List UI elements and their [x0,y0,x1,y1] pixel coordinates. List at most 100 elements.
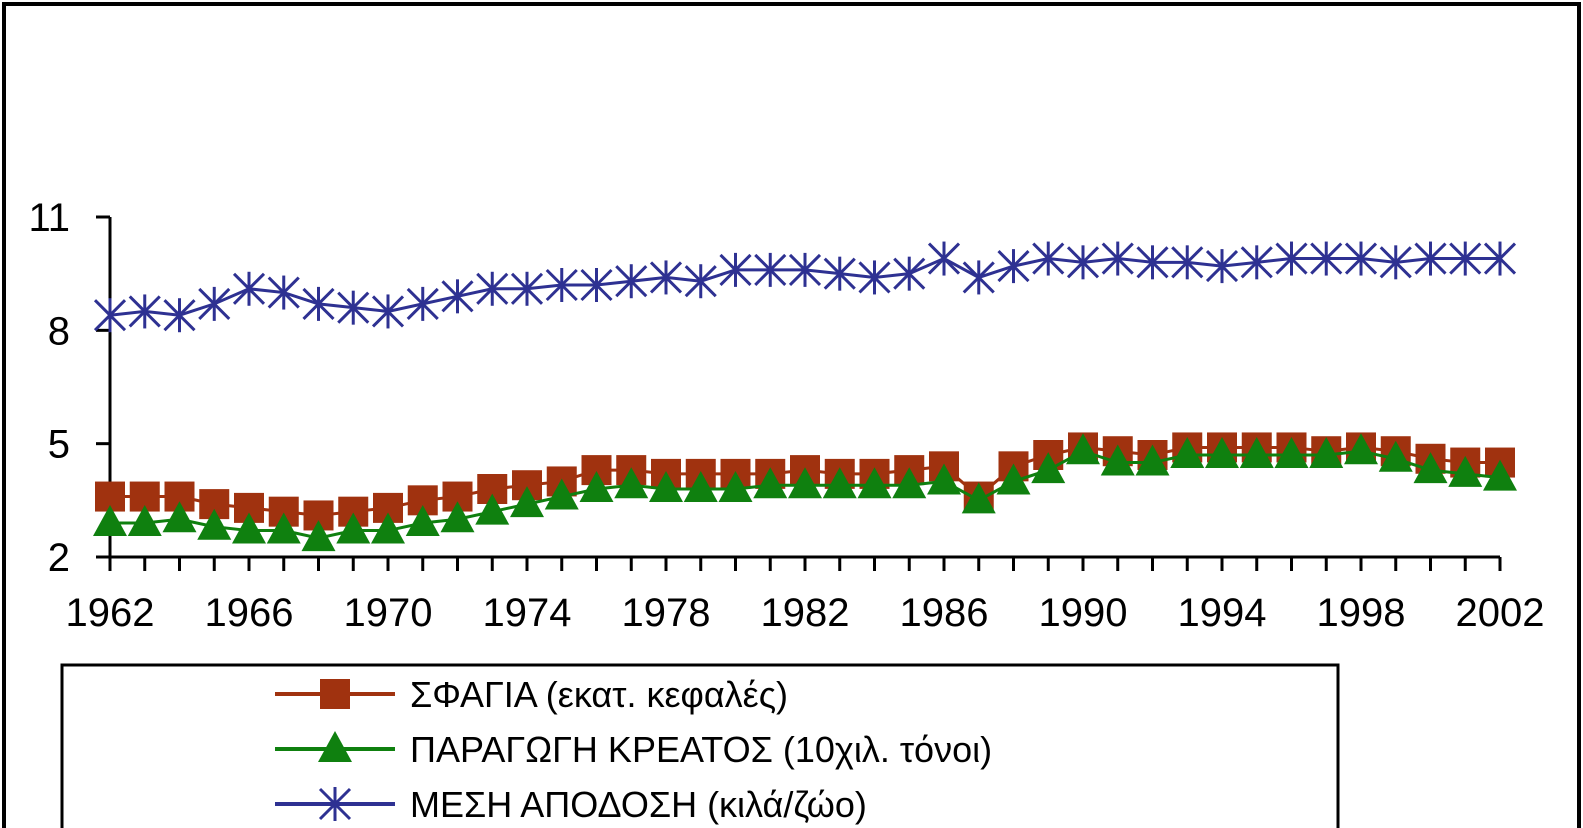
data-point [266,512,301,544]
legend-label: ΠΑΡΑΓΩΓΗ ΚΡΕΑΤΟΣ (10χιλ. τόνοι) [410,729,992,770]
data-point [1240,245,1273,280]
x-tick-label: 1962 [66,591,155,635]
data-point [857,467,892,499]
y-tick-label: 5 [48,423,70,467]
data-point [754,252,787,287]
data-point [684,264,717,299]
data-point [996,463,1031,495]
data-point [232,271,266,306]
data-point [476,271,509,306]
data-point [1066,245,1100,280]
data-point [163,298,196,333]
data-point [719,252,752,287]
data-point [927,463,961,495]
data-point [93,505,127,536]
data-point [510,486,544,518]
data-point [1205,437,1239,468]
data-point [1170,437,1205,468]
data-point [1171,245,1204,280]
data-point [93,298,127,333]
legend-item: ΠΑΡΑΓΩΓΗ ΚΡΕΑΤΟΣ (10χιλ. τόνοι) [275,729,992,770]
data-point [580,268,613,302]
data-point [961,482,996,514]
data-point [441,279,474,314]
legend-label: ΜΕΣΗ ΑΠΟΔΟΣΗ (κιλά/ζώο) [410,784,867,825]
data-point [649,471,683,502]
data-point [405,505,440,536]
x-tick-label: 1986 [900,591,989,635]
x-tick-label: 1970 [344,591,433,635]
data-point [1379,245,1412,280]
data-point [337,290,370,325]
data-point [545,268,578,302]
data-point [406,286,439,321]
data-point [301,520,336,552]
legend-item: ΣΦΑΓΙΑ (εκατ. κεφαλές) [275,674,788,715]
data-point [615,264,648,299]
data-point [1205,249,1239,284]
data-point [997,249,1030,284]
data-point [1274,437,1309,468]
data-point [753,467,788,499]
data-point [1136,245,1169,280]
series-asterisk [93,241,1517,333]
data-point [579,471,614,502]
data-point [440,501,475,533]
data-point [858,260,891,295]
data-point [1101,241,1134,276]
data-point [1483,459,1517,491]
data-point [1066,433,1100,465]
legend-marker [318,731,352,762]
data-point [1031,452,1066,484]
data-point [683,471,718,502]
data-point [822,467,857,499]
data-point [893,256,926,291]
data-point [1413,452,1448,484]
data-point [198,286,231,321]
data-point [232,512,266,544]
data-point [718,471,753,502]
data-point [1483,241,1517,276]
data-point [788,252,822,287]
data-point [1135,444,1170,476]
x-tick-label: 1966 [205,591,294,635]
data-point [127,505,162,536]
data-point [336,512,371,544]
series-layer [93,241,1517,552]
data-point [1100,444,1135,476]
x-tick-label: 1994 [1178,591,1267,635]
data-point [1032,241,1065,276]
legend-marker [318,787,352,821]
legend: ΣΦΑΓΙΑ (εκατ. κεφαλές) ΠΑΡΑΓΩΓΗ ΚΡΕΑΤΟΣ (… [60,663,1340,828]
data-point [1344,241,1378,276]
data-point [823,256,856,291]
axes: 1962 1966 1970 1974 1978 1982 1986 1990 1994 1998… [28,196,1544,635]
y-tick-label: 11 [28,196,70,240]
data-point [1414,241,1447,276]
data-point [1309,437,1344,468]
legend-item: ΜΕΣΗ ΑΠΟΔΟΣΗ (κιλά/ζώο) [275,784,867,825]
data-point [1275,241,1308,276]
x-tick-label: 1978 [622,591,711,635]
data-point [788,467,822,499]
data-point [1310,241,1343,276]
data-point [962,260,995,295]
data-point [649,260,683,295]
legend-box [60,663,1340,828]
data-point [614,467,649,499]
y-tick-label: 2 [48,536,70,580]
data-point [1344,433,1378,465]
data-point [475,493,510,525]
data-point [1378,440,1413,472]
y-tick-label: 8 [48,309,70,353]
x-tick-label: 1998 [1317,591,1406,635]
data-point [510,271,544,306]
data-point [197,508,232,540]
data-point [892,467,927,499]
data-point [128,294,161,329]
data-point [371,512,405,544]
legend-marker [320,679,350,709]
data-point [544,478,579,510]
x-tick-label: 1982 [761,591,850,635]
